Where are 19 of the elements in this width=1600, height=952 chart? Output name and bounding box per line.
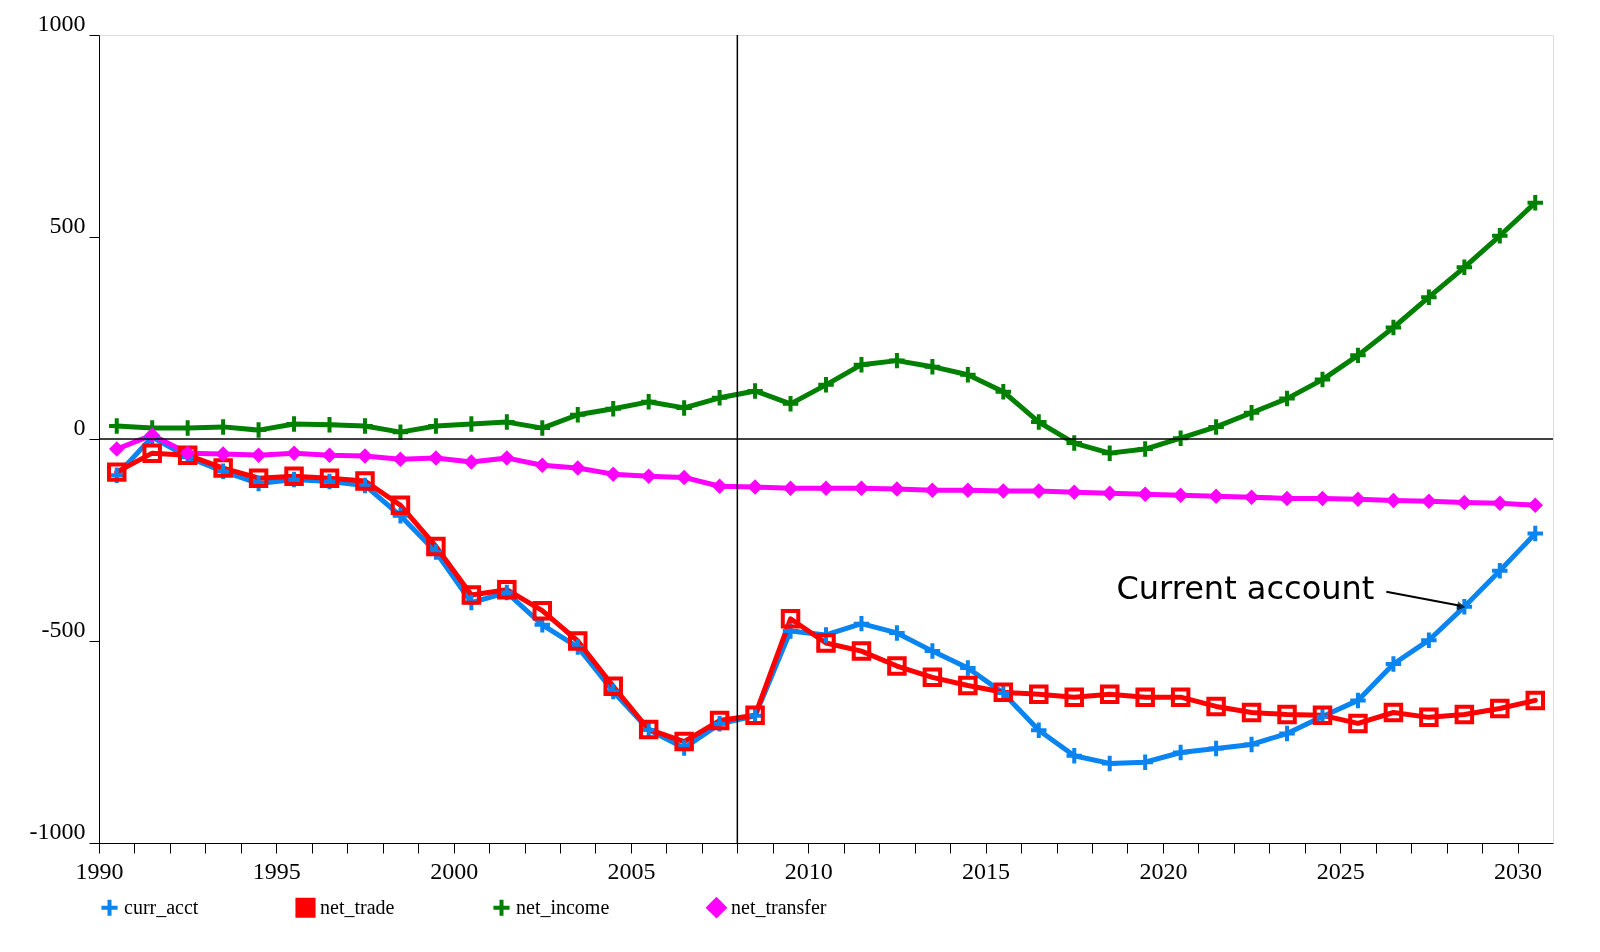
y-tick-label: 1000 — [37, 9, 86, 36]
x-tick-label: 2010 — [784, 857, 833, 884]
legend-label: net_income — [516, 895, 610, 918]
x-tick-label: 1995 — [252, 857, 301, 884]
x-tick-label: 2005 — [607, 857, 656, 884]
x-tick-label: 2025 — [1316, 857, 1365, 884]
x-tick-label: 2030 — [1494, 857, 1543, 884]
legend-label: net_trade — [320, 895, 395, 918]
y-tick-label: -500 — [41, 615, 86, 642]
x-tick-label: 2000 — [430, 857, 479, 884]
x-tick-label: 2015 — [962, 857, 1011, 884]
legend-label: net_transfer — [731, 895, 827, 918]
legend-label: curr_acct — [124, 895, 199, 918]
x-tick-label: 1990 — [75, 857, 124, 884]
y-tick-label: 500 — [49, 211, 86, 238]
y-tick-label: 0 — [73, 413, 86, 440]
x-tick-label: 2020 — [1139, 857, 1188, 884]
annotation: Current account — [1116, 568, 1375, 607]
y-tick-label: -1000 — [29, 817, 86, 844]
